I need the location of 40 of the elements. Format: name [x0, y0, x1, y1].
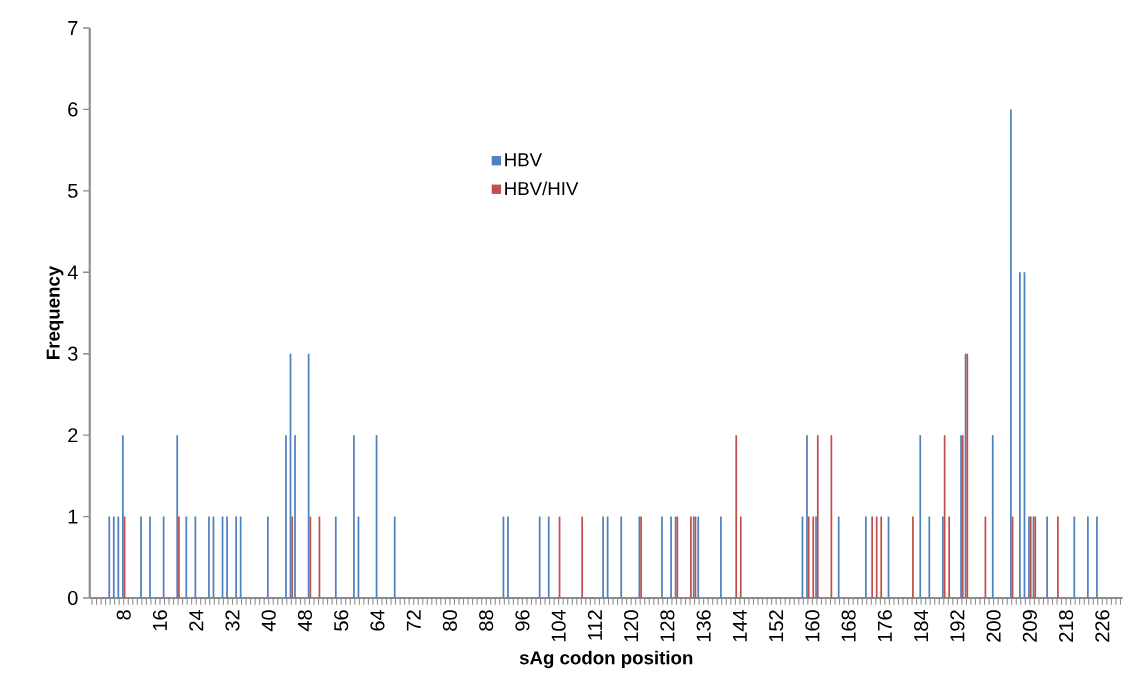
- x-axis-title: sAg codon position: [519, 650, 693, 669]
- y-axis-title: Frequency: [46, 265, 64, 359]
- x-tick-label: 40: [261, 610, 276, 632]
- y-tick-label: 6: [68, 102, 78, 117]
- y-tick-label: 3: [68, 346, 78, 361]
- x-tick-label: 16: [152, 610, 168, 631]
- y-tick-label: 7: [68, 21, 78, 35]
- x-tick-label: 56: [334, 610, 349, 631]
- x-tick-label: 128: [660, 610, 675, 642]
- x-tick-label: 48: [297, 610, 313, 632]
- x-tick-label: 96: [515, 610, 530, 631]
- y-tick-label: 4: [67, 265, 78, 280]
- x-tick-label: 120: [624, 610, 639, 642]
- legend-label: HBV/HIV: [505, 181, 579, 196]
- x-tick-label: 152: [769, 610, 784, 642]
- x-tick-label: 104: [551, 609, 566, 642]
- y-tick-label: 0: [68, 590, 78, 606]
- x-tick-label: 176: [877, 610, 892, 642]
- x-tick-label: 200: [986, 610, 1001, 642]
- x-tick-label: 226: [1095, 610, 1110, 642]
- x-tick-label: 64: [370, 609, 385, 631]
- x-tick-label: 32: [225, 610, 240, 631]
- x-tick-label: 112: [587, 610, 602, 640]
- x-tick-label: 184: [914, 609, 929, 642]
- x-tick-label: 80: [442, 610, 457, 631]
- x-tick-label: 160: [805, 610, 820, 642]
- x-tick-label: 168: [841, 610, 856, 642]
- x-tick-label: 218: [1059, 610, 1074, 642]
- y-tick-label: 2: [68, 428, 78, 443]
- x-tick-label: 72: [406, 610, 421, 631]
- x-tick-label: 24: [189, 609, 204, 631]
- x-tick-label: 209: [1022, 610, 1037, 642]
- x-tick-label: 144: [733, 609, 747, 642]
- y-tick-label: 5: [68, 183, 78, 198]
- x-tick-label: 192: [950, 610, 965, 642]
- y-tick-label: 1: [68, 509, 78, 524]
- x-tick-label: 88: [479, 610, 494, 631]
- x-tick-label: 8: [116, 610, 131, 620]
- legend-label: HBV: [505, 153, 543, 167]
- x-tick-label: 136: [696, 610, 711, 642]
